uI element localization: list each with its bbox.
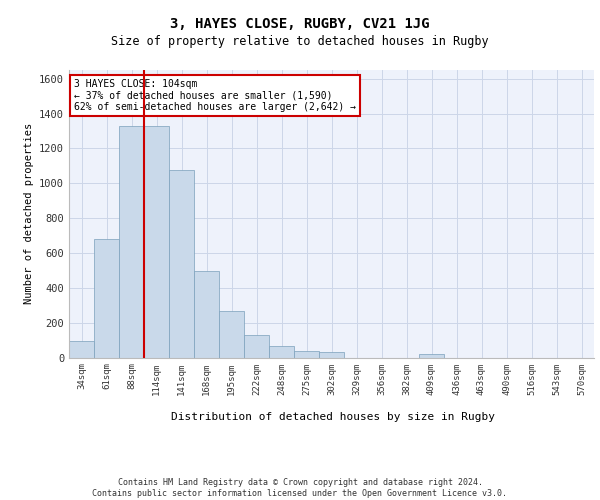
Text: Distribution of detached houses by size in Rugby: Distribution of detached houses by size … bbox=[171, 412, 495, 422]
Bar bbox=[269, 346, 294, 358]
Text: 3 HAYES CLOSE: 104sqm
← 37% of detached houses are smaller (1,590)
62% of semi-d: 3 HAYES CLOSE: 104sqm ← 37% of detached … bbox=[74, 78, 356, 112]
Text: 3, HAYES CLOSE, RUGBY, CV21 1JG: 3, HAYES CLOSE, RUGBY, CV21 1JG bbox=[170, 18, 430, 32]
Bar bbox=[294, 352, 319, 358]
Bar bbox=[119, 126, 144, 358]
Bar bbox=[419, 354, 444, 358]
Text: Contains HM Land Registry data © Crown copyright and database right 2024.
Contai: Contains HM Land Registry data © Crown c… bbox=[92, 478, 508, 498]
Bar bbox=[194, 271, 219, 358]
Bar bbox=[319, 352, 344, 358]
Bar bbox=[69, 341, 94, 357]
Bar bbox=[169, 170, 194, 358]
Text: Size of property relative to detached houses in Rugby: Size of property relative to detached ho… bbox=[111, 35, 489, 48]
Bar bbox=[244, 335, 269, 357]
Bar bbox=[94, 239, 119, 358]
Bar bbox=[219, 312, 244, 358]
Y-axis label: Number of detached properties: Number of detached properties bbox=[23, 123, 34, 304]
Bar bbox=[144, 126, 169, 358]
